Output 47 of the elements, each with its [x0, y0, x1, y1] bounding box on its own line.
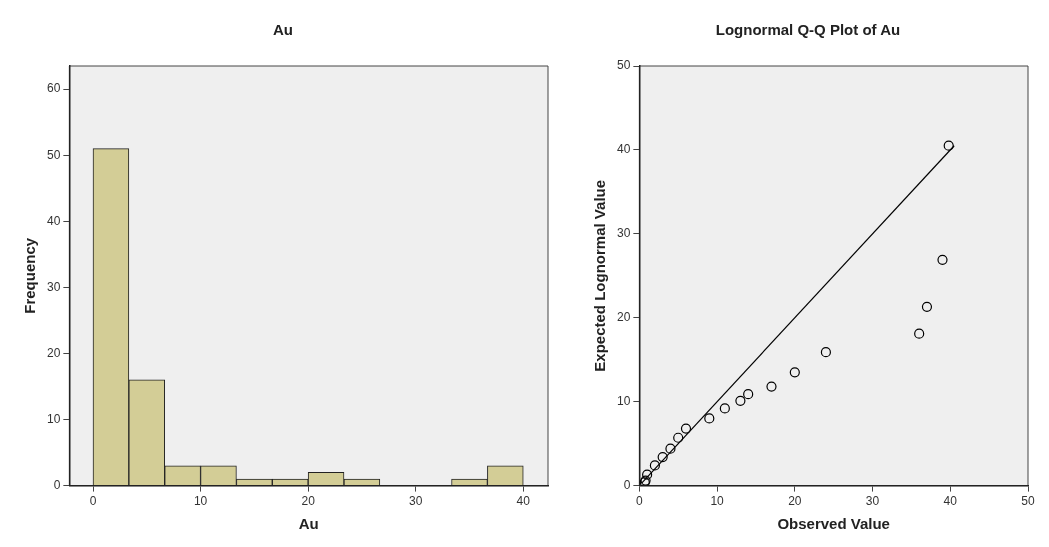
y-tick-label: 10 [616, 393, 631, 408]
y-tick-label: 0 [53, 477, 61, 492]
x-tick-label: 20 [301, 494, 316, 509]
point [921, 301, 933, 312]
y-tick-label: 30 [46, 279, 61, 294]
x-tick-label: 30 [865, 494, 880, 509]
x-tick-label: 10 [193, 494, 208, 509]
y-tick-label: 0 [623, 477, 631, 492]
point [789, 367, 800, 378]
x-axis-title: Observed Value [777, 515, 890, 533]
point [642, 469, 653, 480]
point [673, 432, 684, 443]
point [914, 328, 925, 339]
y-tick-label: 50 [616, 58, 631, 73]
x-tick-label: 40 [943, 494, 958, 509]
point [704, 413, 715, 424]
point [735, 395, 746, 406]
y-tick-label: 10 [46, 411, 61, 426]
point [943, 140, 954, 151]
point [719, 403, 730, 414]
point [820, 347, 831, 358]
y-tick-label: 40 [616, 142, 631, 157]
chart-title: Lognormal Q-Q Plot of Au [715, 21, 901, 39]
chart-title: Au [273, 21, 293, 39]
point [649, 460, 660, 471]
point [766, 381, 777, 392]
point [937, 254, 948, 265]
y-tick-label: 50 [46, 147, 61, 162]
point [665, 443, 676, 454]
y-tick-label: 20 [616, 310, 631, 325]
point [743, 389, 754, 400]
x-tick-label: 30 [409, 494, 423, 509]
x-tick-label: 0 [89, 494, 97, 509]
x-tick-label: 50 [1021, 494, 1035, 509]
y-tick-label: 20 [46, 345, 61, 360]
x-tick-label: 0 [636, 494, 643, 509]
point [657, 451, 668, 463]
y-axis-title: Expected Lognormal Value [591, 179, 609, 372]
x-axis-title: Au [298, 515, 319, 533]
point [680, 423, 692, 434]
x-tick-label: 40 [516, 494, 531, 509]
x-tick-label: 20 [788, 494, 802, 509]
y-axis-title: Frequency [21, 237, 39, 314]
y-tick-label: 40 [46, 213, 61, 228]
x-tick-label: 10 [710, 494, 725, 509]
y-tick-label: 30 [616, 226, 631, 241]
y-tick-label: 60 [46, 81, 61, 96]
